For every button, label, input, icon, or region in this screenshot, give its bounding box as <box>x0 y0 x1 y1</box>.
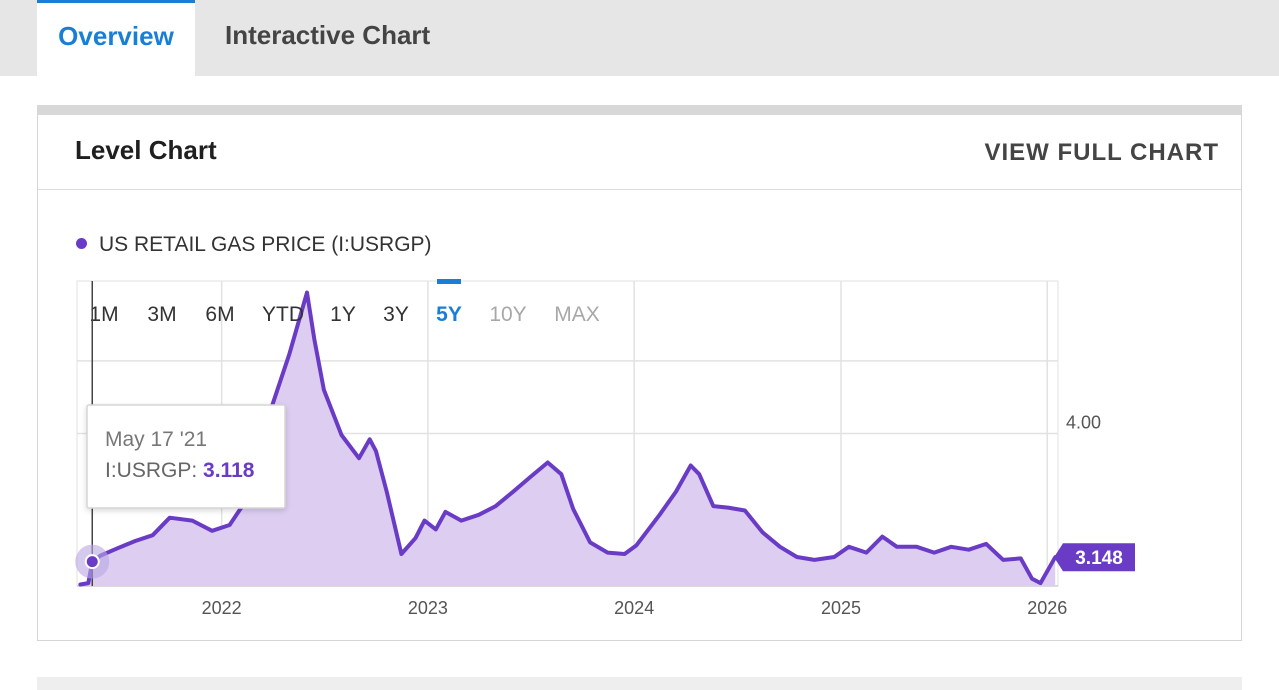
card-title: Level Chart <box>75 135 217 165</box>
y-tick-label: 4.00 <box>1066 413 1101 433</box>
tooltip-date: May 17 '21 <box>105 428 207 451</box>
view-full-chart-link[interactable]: VIEW FULL CHART <box>984 139 1219 166</box>
x-tick-label: 2022 <box>202 598 242 618</box>
range-button-1m[interactable]: 1M <box>89 303 118 326</box>
range-button-3y[interactable]: 3Y <box>383 303 409 326</box>
range-button-max[interactable]: MAX <box>554 303 600 326</box>
tooltip-box <box>86 404 286 509</box>
range-button-3m[interactable]: 3M <box>147 303 176 326</box>
range-button-10y[interactable]: 10Y <box>489 303 526 326</box>
range-button-6m[interactable]: 6M <box>205 303 234 326</box>
tab-overview[interactable]: Overview <box>37 0 195 76</box>
x-tick-label: 2023 <box>408 598 448 618</box>
range-button-1y[interactable]: 1Y <box>330 303 356 326</box>
tab-interactive-chart[interactable]: Interactive Chart <box>225 20 431 50</box>
x-tick-label: 2026 <box>1027 598 1067 618</box>
range-active-indicator <box>437 279 461 284</box>
tooltip-value: 3.118 <box>203 459 255 482</box>
tooltip: May 17 '21 I:USRGP: 3.118 <box>86 404 286 509</box>
range-button-5y[interactable]: 5Y <box>436 303 462 326</box>
card-header: Level Chart VIEW FULL CHART <box>38 115 1241 190</box>
range-button-ytd[interactable]: YTD <box>262 303 304 326</box>
x-tick-label: 2024 <box>614 598 654 618</box>
x-tick-label: 2025 <box>821 598 861 618</box>
legend-dot-icon <box>76 237 87 249</box>
next-card-strip <box>37 677 1242 690</box>
tooltip-series: I:USRGP: 3.118 <box>105 459 255 482</box>
last-value-label: 3.148 <box>1075 548 1123 569</box>
last-value-badge <box>1054 543 1135 572</box>
legend-label: US RETAIL GAS PRICE (I:USRGP) <box>99 233 432 256</box>
series-area <box>80 292 1056 586</box>
chart-legend: US RETAIL GAS PRICE (I:USRGP) <box>76 233 432 257</box>
highlight-marker <box>84 554 100 570</box>
tab-bar: Overview Interactive Chart <box>0 0 1279 76</box>
